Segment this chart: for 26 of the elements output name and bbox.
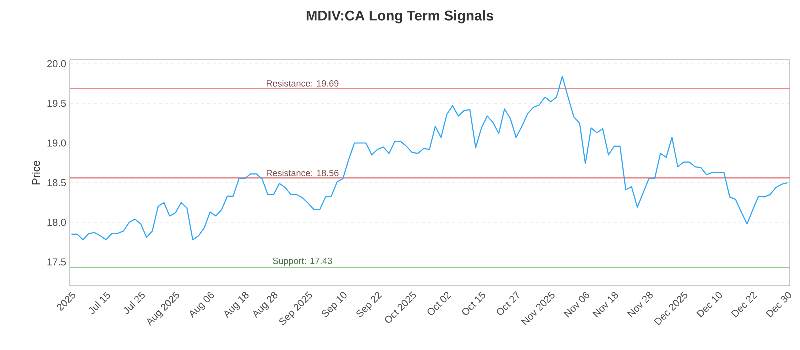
x-tick-label: Oct 15	[462, 292, 486, 316]
ref-line-label: Resistance: 18.56	[266, 170, 339, 176]
x-tick-label: Aug 18	[224, 292, 249, 318]
y-tick-label: 17.5	[48, 258, 66, 266]
y-tick-label: 20.0	[48, 60, 66, 68]
y-axis-title: Price	[32, 160, 40, 185]
chart-title: MDIV:CA Long Term Signals	[306, 10, 494, 24]
y-tick-label: 19.5	[48, 100, 66, 108]
x-tick-label: Nov 18	[592, 292, 618, 318]
x-tick-label: Sep 22	[356, 292, 382, 318]
x-tick-label: Oct 27	[497, 291, 520, 316]
x-tick-label: Nov 28	[627, 292, 653, 318]
x-tick-label: Dec 22	[731, 292, 758, 318]
y-tick-label: 19.0	[48, 140, 66, 147]
x-tick-label: Dec 10	[696, 292, 722, 318]
x-tick-label: Dec 30	[766, 292, 792, 318]
y-tick-label: 18.5	[48, 179, 66, 186]
y-tick-label: 18.0	[48, 219, 66, 226]
x-tick-label: Oct 02	[428, 292, 452, 316]
x-tick-label: Sep 10	[322, 292, 347, 318]
x-tick-label: Jul 25	[124, 292, 145, 314]
x-tick-label: Aug 28	[253, 292, 278, 318]
ref-line-label: Support: 17.43	[273, 258, 332, 266]
ref-line-label: Resistance: 19.69	[266, 80, 339, 87]
x-tick-label: Nov 06	[564, 292, 590, 318]
x-tick-label: Jul 15	[89, 292, 110, 314]
